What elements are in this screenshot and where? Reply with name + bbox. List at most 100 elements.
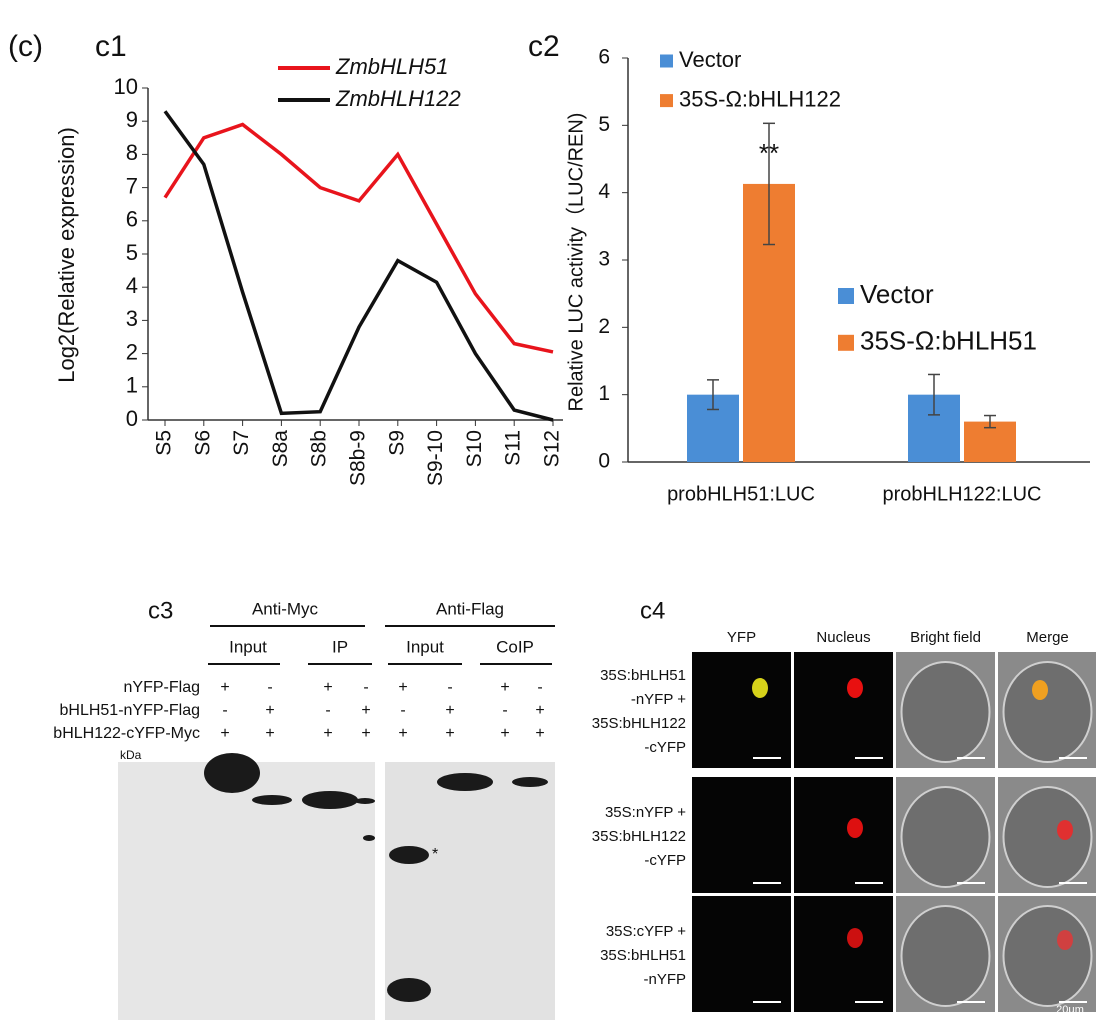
legend-swatch [838, 288, 854, 304]
western-blot: c3 Anti-Myc Anti-Flag Input IP Input CoI… [53, 597, 555, 1020]
signal [847, 678, 863, 698]
row-label-line: -cYFP [644, 739, 686, 756]
signal [847, 818, 863, 838]
sign: + [535, 702, 544, 719]
micrograph [692, 777, 791, 893]
row-label-line: -nYFP [643, 971, 686, 988]
signal [847, 928, 863, 948]
micrograph [794, 777, 893, 893]
sign: - [502, 702, 507, 719]
x-tick-label: S9 [385, 430, 408, 456]
y-tick-label: 3 [598, 248, 610, 271]
legend-label: ZmbHLH122 [335, 86, 461, 111]
sign: + [445, 725, 454, 742]
y-tick-label: 4 [598, 180, 610, 203]
x-tick-label: S5 [153, 430, 176, 456]
microscopy: c4 YFP Nucleus Bright field Merge 35S:bHLH51… [592, 597, 1096, 1016]
sign-table: nYFP-Flag + - + - + - + - bHLH51-nYFP-Flag - + - + - + -… [53, 679, 544, 742]
row-label-line: -cYFP [644, 852, 686, 869]
x-tick-label: S12 [541, 430, 564, 467]
legend-swatch [660, 54, 673, 68]
sign: + [323, 679, 332, 696]
y-tick-label: 5 [598, 113, 610, 136]
y-tick-label: 5 [126, 240, 138, 265]
legend-label: 35S-Ω:bHLH122 [679, 86, 841, 111]
y-tick-label: 0 [126, 406, 138, 431]
y-tick-label: 10 [114, 74, 138, 99]
y-tick-label: 1 [598, 382, 610, 405]
lane-label: IP [332, 637, 348, 656]
sign: + [265, 725, 274, 742]
cell [1002, 786, 1093, 888]
cell [1002, 661, 1093, 763]
row-label-line: 35S:nYFP + [605, 804, 686, 821]
sign: - [267, 679, 272, 696]
sign: + [220, 725, 229, 742]
signal [1057, 820, 1073, 840]
cell [1002, 905, 1093, 1007]
x-tick-label: probHLH122:LUC [883, 483, 1042, 505]
lane-label: CoIP [496, 637, 534, 656]
row-label: bHLH122-cYFP-Myc [53, 725, 200, 742]
row-label-line: 35S:bHLH122 [592, 828, 686, 845]
x-tick-label: S9-10 [424, 430, 447, 486]
legend-label: Vector [860, 279, 934, 309]
sign: + [398, 725, 407, 742]
band-marker: * [432, 846, 438, 863]
y-tick-label: 6 [598, 46, 610, 69]
bands [204, 753, 548, 1002]
sign: - [222, 702, 227, 719]
x-tick-label: S8b [308, 430, 331, 467]
micrograph [794, 896, 893, 1012]
sign: + [500, 679, 509, 696]
lane-label: Input [406, 637, 444, 656]
micrograph [794, 652, 893, 768]
chart-title: c2 [528, 30, 560, 63]
cell [900, 786, 991, 888]
series-line [163, 122, 554, 354]
y-tick-label: 7 [126, 173, 138, 198]
scale-label: 20μm [1056, 1004, 1084, 1016]
signal [1032, 680, 1048, 700]
y-tick-label: 2 [126, 339, 138, 364]
image-grid: YFP Nucleus Bright field Merge 35S:bHLH51 -nY… [592, 629, 1096, 1016]
row-label: 35S:nYFP + 35S:bHLH122 -cYFP [592, 804, 686, 869]
column-label: Bright field [910, 629, 981, 646]
cell [900, 661, 991, 763]
sign: + [445, 702, 454, 719]
panel-title: c4 [640, 597, 665, 624]
chart-title: c1 [95, 30, 127, 63]
micrograph [692, 652, 791, 768]
x-tick-label: S11 [502, 430, 525, 466]
sign: + [398, 679, 407, 696]
x-tick-label: S10 [463, 430, 486, 467]
row-label-line: 35S:cYFP + [606, 923, 686, 940]
column-label: Merge [1026, 629, 1069, 646]
error-bar [984, 414, 996, 429]
legend-label: 35S-Ω:bHLH51 [860, 326, 1037, 356]
sign: - [363, 679, 368, 696]
cell [900, 905, 991, 1007]
legend-label: ZmbHLH51 [335, 54, 448, 79]
sign: + [220, 679, 229, 696]
sign: - [400, 702, 405, 719]
sign: - [447, 679, 452, 696]
x-tick-label: S6 [191, 430, 214, 456]
blot [385, 762, 555, 1020]
y-tick-label: 0 [598, 450, 610, 473]
sign: - [537, 679, 542, 696]
signal [1057, 930, 1073, 950]
y-tick-label: 4 [126, 273, 138, 298]
column-label: YFP [727, 629, 756, 646]
group-label: Anti-Myc [252, 599, 319, 618]
sign: + [361, 702, 370, 719]
x-tick-label: S7 [230, 430, 253, 456]
row-label-line: -nYFP + [631, 691, 686, 708]
y-tick-label: 6 [126, 207, 138, 232]
y-axis-label: Relative LUC activity（LUC/REN) [564, 113, 587, 412]
sign: + [500, 725, 509, 742]
legend-label: Vector [679, 47, 741, 72]
error-bar [763, 122, 775, 246]
row-label: nYFP-Flag [124, 679, 200, 696]
y-tick-label: 8 [126, 140, 138, 165]
